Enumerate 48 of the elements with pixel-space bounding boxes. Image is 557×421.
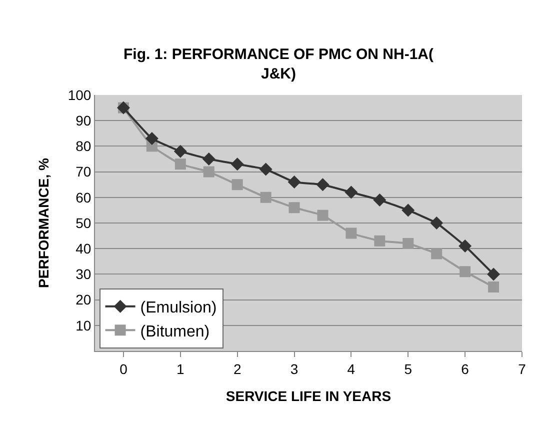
point <box>487 268 500 281</box>
point <box>402 204 415 217</box>
y-tick-label: 40 <box>76 240 92 256</box>
y-tick-label: 90 <box>76 112 92 128</box>
point <box>346 228 357 239</box>
point <box>288 202 300 214</box>
y-tick-label: 10 <box>76 317 92 334</box>
x-tick-label: 2 <box>233 360 242 377</box>
point <box>174 144 187 158</box>
point <box>288 176 301 189</box>
point <box>488 282 500 292</box>
x-tick-label: 0 <box>120 360 128 377</box>
point <box>373 193 386 206</box>
point <box>259 162 272 176</box>
y-tick-label: 60 <box>76 189 92 206</box>
point <box>174 158 186 170</box>
y-tick-label: 50 <box>76 214 92 231</box>
point <box>317 210 328 221</box>
chart-title: Fig. 1: PERFORMANCE OF PMC ON NH-1A( J&K) <box>124 46 434 82</box>
legend-label: (Emulsion) <box>140 300 217 317</box>
x-tick-label: 5 <box>404 360 412 377</box>
point <box>230 158 244 171</box>
point <box>374 235 386 246</box>
point <box>430 216 444 230</box>
y-tick-label: 70 <box>76 164 92 180</box>
point <box>316 178 330 192</box>
point <box>203 166 214 178</box>
legend-label: (Bitumen) <box>140 323 210 340</box>
point <box>260 192 272 203</box>
y-axis-title: PERFORMANCE, % <box>35 158 52 288</box>
y-tick-label: 80 <box>76 138 92 154</box>
y-tick-label: 100 <box>68 86 92 103</box>
y-tick-label: 20 <box>76 292 92 308</box>
x-tick-label: 7 <box>518 360 526 377</box>
point <box>402 238 414 249</box>
point <box>145 132 158 146</box>
x-tick-label: 3 <box>290 360 298 377</box>
point <box>232 179 243 190</box>
point <box>460 266 471 278</box>
point <box>344 186 358 199</box>
point <box>202 152 216 166</box>
point <box>431 248 442 260</box>
x-axis-title: SERVICE LIFE IN YEARS <box>226 388 392 404</box>
x-tick-label: 1 <box>176 360 184 377</box>
x-tick-label: 6 <box>461 360 470 377</box>
y-tick-label: 30 <box>76 266 92 282</box>
point <box>458 240 472 253</box>
x-tick-label: 4 <box>347 360 356 377</box>
